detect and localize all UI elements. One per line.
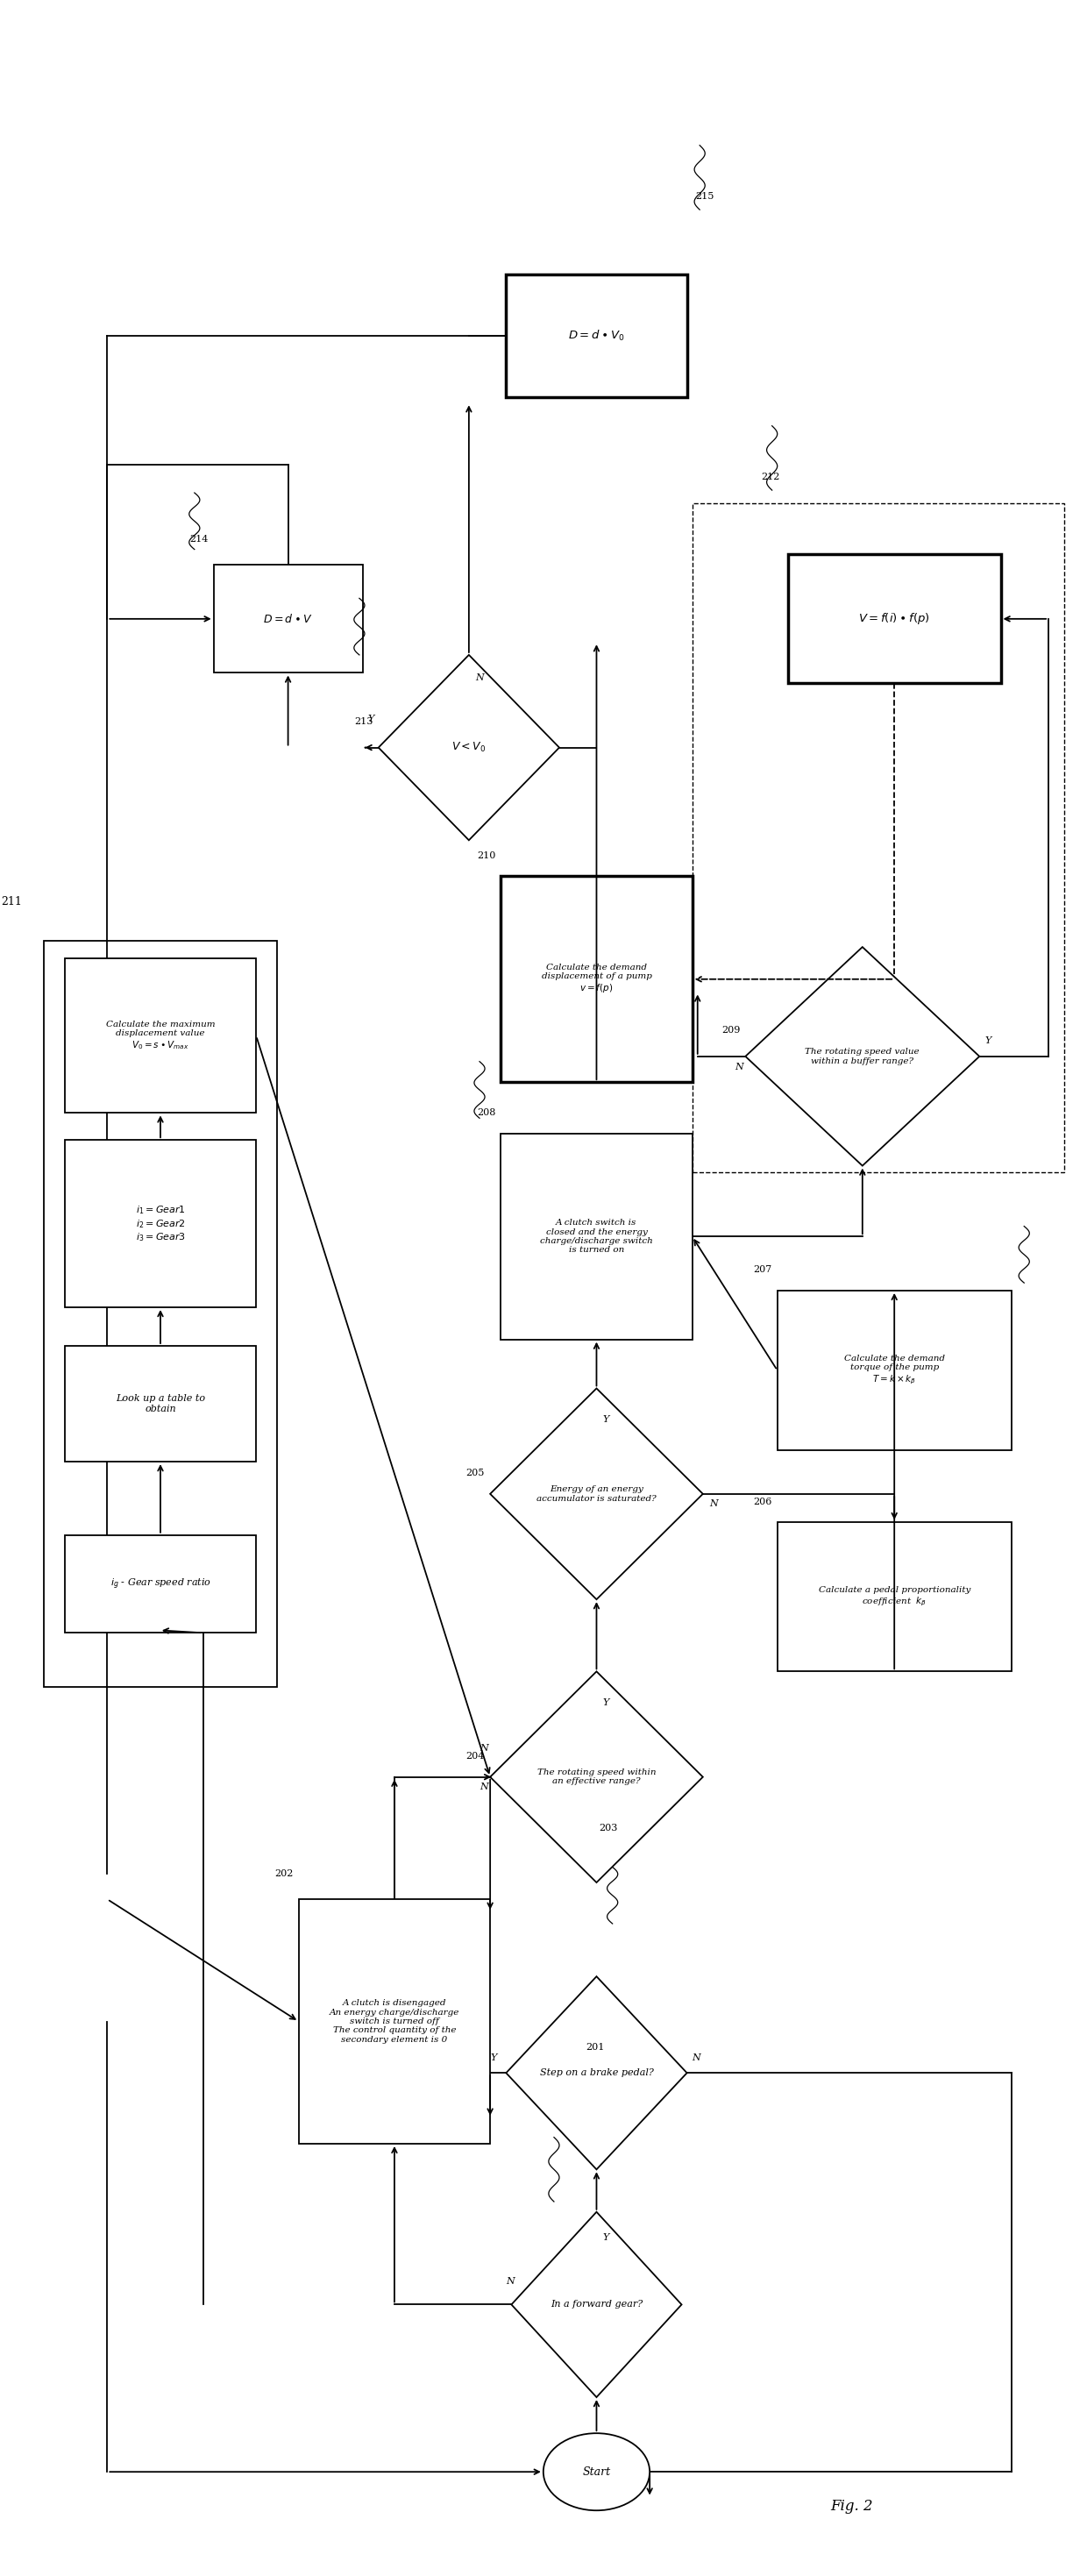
Text: The rotating speed within
an effective range?: The rotating speed within an effective r… (537, 1770, 655, 1785)
Text: Calculate a pedal proportionality
coefficient  $k_{\beta}$: Calculate a pedal proportionality coeffi… (819, 1587, 971, 1607)
Text: Energy of an energy
accumulator is saturated?: Energy of an energy accumulator is satur… (537, 1486, 657, 1502)
FancyBboxPatch shape (507, 273, 687, 397)
Text: $D = d \bullet V$: $D = d \bullet V$ (263, 613, 313, 626)
Text: Y: Y (367, 714, 374, 724)
FancyBboxPatch shape (299, 1899, 490, 2143)
Text: 214: 214 (189, 536, 209, 544)
Text: 202: 202 (275, 1870, 293, 1878)
Text: 215: 215 (696, 193, 714, 201)
Text: Y: Y (603, 2233, 610, 2241)
FancyBboxPatch shape (788, 554, 1001, 683)
Text: 201: 201 (586, 2043, 604, 2050)
Text: N: N (507, 2277, 514, 2285)
FancyBboxPatch shape (43, 940, 277, 1687)
Polygon shape (490, 1672, 703, 1883)
Polygon shape (511, 2213, 682, 2398)
Polygon shape (490, 1388, 703, 1600)
Text: N: N (479, 1783, 488, 1790)
Text: Fig. 2: Fig. 2 (830, 2499, 873, 2514)
FancyBboxPatch shape (214, 564, 362, 672)
Text: In a forward gear?: In a forward gear? (550, 2300, 642, 2308)
Polygon shape (378, 654, 560, 840)
Text: Look up a table to
obtain: Look up a table to obtain (115, 1394, 205, 1414)
Text: 212: 212 (761, 474, 780, 482)
Text: 206: 206 (753, 1497, 772, 1507)
Text: 204: 204 (466, 1752, 485, 1762)
Text: N: N (692, 2053, 701, 2061)
Text: Y: Y (603, 1414, 610, 1425)
Text: $V = f(i) \bullet f(p)$: $V = f(i) \bullet f(p)$ (859, 611, 930, 626)
FancyBboxPatch shape (501, 1133, 692, 1340)
Text: N: N (475, 675, 484, 683)
Text: Step on a brake pedal?: Step on a brake pedal? (539, 2069, 653, 2076)
Polygon shape (746, 948, 979, 1167)
FancyBboxPatch shape (65, 1345, 257, 1461)
Text: N: N (479, 1744, 488, 1754)
Text: Y: Y (603, 1698, 610, 1708)
Text: A clutch is disengaged
An energy charge/discharge
switch is turned off
The contr: A clutch is disengaged An energy charge/… (329, 1999, 460, 2043)
Text: N: N (709, 1499, 717, 1510)
Text: Y: Y (490, 2053, 497, 2061)
Text: $V < V_0$: $V < V_0$ (451, 742, 486, 755)
Text: $i_1 = Gear1$
$i_2 = Gear2$
$i_3 = Gear3$: $i_1 = Gear1$ $i_2 = Gear2$ $i_3 = Gear3… (136, 1203, 186, 1244)
Text: $D = d \bullet V_0$: $D = d \bullet V_0$ (569, 330, 625, 343)
Text: 203: 203 (599, 1824, 617, 1834)
Text: 209: 209 (722, 1025, 740, 1036)
Text: Start: Start (583, 2465, 611, 2478)
Text: 211: 211 (1, 896, 22, 907)
Text: A clutch switch is
closed and the energy
charge/discharge switch
is turned on: A clutch switch is closed and the energy… (540, 1218, 653, 1255)
FancyBboxPatch shape (65, 958, 257, 1113)
Text: Y: Y (985, 1036, 991, 1046)
Polygon shape (507, 1976, 687, 2169)
Text: $i_g$ - Gear speed ratio: $i_g$ - Gear speed ratio (110, 1577, 211, 1592)
FancyBboxPatch shape (501, 876, 692, 1082)
Text: Calculate the demand
displacement of a pump
$v = f(p)$: Calculate the demand displacement of a p… (541, 963, 652, 994)
Text: 210: 210 (477, 850, 496, 860)
Text: 213: 213 (354, 719, 373, 726)
FancyBboxPatch shape (777, 1522, 1011, 1672)
Text: The rotating speed value
within a buffer range?: The rotating speed value within a buffer… (805, 1048, 920, 1064)
Ellipse shape (544, 2434, 650, 2512)
Text: Calculate the demand
torque of the pump
$T = k \times k_{\beta}$: Calculate the demand torque of the pump … (844, 1355, 945, 1386)
Text: N: N (735, 1061, 744, 1072)
Text: 207: 207 (753, 1265, 772, 1275)
Text: 208: 208 (477, 1108, 496, 1118)
FancyBboxPatch shape (65, 1141, 257, 1306)
FancyBboxPatch shape (65, 1535, 257, 1633)
FancyBboxPatch shape (777, 1291, 1011, 1450)
Text: Calculate the maximum
displacement value
$V_0 = s \bullet V_{max}$: Calculate the maximum displacement value… (105, 1020, 215, 1051)
Text: 205: 205 (466, 1468, 485, 1479)
